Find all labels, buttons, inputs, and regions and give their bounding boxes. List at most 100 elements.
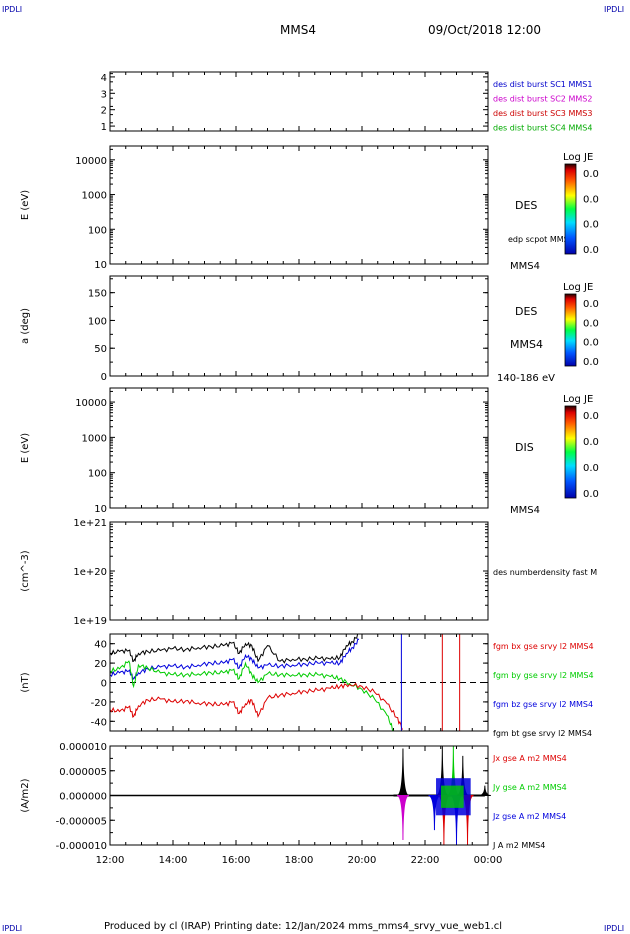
y-tick-label: -20 [91,698,107,709]
legend-entry: Jz gse A m2 MMS4 [492,812,566,821]
panel-bottom-label: MMS4 [510,505,540,516]
series-line [110,637,360,681]
panel-extra-label: MMS4 [510,338,543,351]
header-spacecraft: MMS4 [280,23,316,37]
x-tick-label: 22:00 [411,855,440,866]
y-tick-label: 100 [88,469,107,480]
y-tick-label: -0.000010 [56,841,107,852]
y-tick-label: 0.000005 [59,767,107,778]
current-spike [396,795,410,841]
colorbar-tick-label: 0.0 [583,357,599,368]
current-spike [478,785,491,796]
y-tick-label: 10 [94,260,107,271]
corner-label-top-right: IPDLI [604,5,624,14]
y-tick-label: 1e+20 [73,567,107,578]
panel-frame [109,633,489,732]
header-date: 09/Oct/2018 12:00 [428,23,541,37]
colorbar-tick-label: 0.0 [583,338,599,349]
y-axis-label: (cm^-3) [20,550,31,591]
y-axis-label: E (eV) [20,190,31,220]
current-spike [396,748,410,796]
panel-frame [109,521,489,621]
y-tick-label: 0 [101,679,107,690]
y-tick-label: 1 [101,122,107,133]
legend-entry: Jx gse A m2 MMS4 [492,754,567,763]
panel-bottom-label: MMS4 [510,261,540,272]
y-tick-label: 0 [101,372,107,383]
legend-entry: Jy gse A m2 MMS4 [492,783,567,792]
colorbar-tick-label: 0.0 [583,245,599,256]
y-tick-label: 100 [88,225,107,236]
panel-frame [109,71,489,132]
y-tick-label: 0.000000 [59,792,107,803]
colorbar-tick-label: 0.0 [583,463,599,474]
legend-entry: fgm by gse srvy l2 MMS4 [493,671,594,680]
y-tick-label: 10 [94,504,107,515]
y-tick-label: 1e+19 [73,616,107,627]
y-axis-label: (nT) [20,672,31,692]
x-tick-label: 16:00 [222,855,251,866]
y-axis-label: (A/m2) [20,778,31,812]
y-tick-label: 3 [101,89,107,100]
panel-frame [109,145,489,265]
panel-label: DIS [515,441,534,454]
plot-panels: 1 2 3 4 des dist burst SC1 MMS1 des dist burs… [20,71,599,866]
y-tick-label: 50 [94,344,107,355]
y-axis-label: E (eV) [20,433,31,463]
colorbar-tick-label: 0.0 [583,169,599,180]
legend-entry: des dist burst SC3 MMS3 [493,109,592,118]
panel5: 1e+19 1e+20 1e+21 (cm^-3) des numberdensity … [20,518,597,627]
panel-extra-label: edp scpot MMS4 [508,235,574,244]
colorbar [564,405,577,499]
y-tick-label: -0.000005 [56,816,107,827]
series-group [110,634,461,731]
colorbar-tick-label: 0.0 [583,437,599,448]
legend-entry: fgm bx gse srvy l2 MMS4 [493,642,594,651]
y-tick-label: 100 [88,316,107,327]
y-tick-label: 1000 [82,191,107,202]
y-tick-label: -40 [91,717,107,728]
corner-label-top-left: IPDLI [2,5,22,14]
y-tick-label: 4 [101,73,107,84]
panel-frame [109,387,489,509]
footer-text: Produced by cl (IRAP) Printing date: 12/… [104,921,502,932]
panel7: -0.000010 -0.000005 0.000000 0.000005 0.0000… [20,742,567,866]
colorbar-title: Log JE [563,394,593,405]
corner-label-bottom-left: IPDLI [2,924,22,933]
legend-entry: J A m2 MMS4 [492,841,545,850]
y-tick-label: 10000 [75,398,107,409]
legend-entry: fgm bt gse srvy l2 MMS4 [493,729,592,738]
y-axis-label: a (deg) [20,308,31,344]
colorbar-tick-label: 0.0 [583,299,599,310]
x-tick-label: 00:00 [474,855,503,866]
series-line [110,682,403,730]
panel-frame [109,275,489,377]
panel-label: DES [515,199,537,212]
y-tick-label: 1e+21 [73,518,107,529]
panel4: 10 100 1000 10000 E (eV) DIS MMS4 Log JE 0.0 0.0 0… [20,387,599,516]
panel-bottom-label: 140-186 eV [497,373,555,384]
legend-entry: fgm bz gse srvy l2 MMS4 [493,700,593,709]
y-tick-label: 10000 [75,156,107,167]
colorbar-tick-label: 0.0 [583,411,599,422]
corner-label-bottom-right: IPDLI [604,924,624,933]
panel-label: DES [515,305,537,318]
legend-entry: des dist burst SC4 MMS4 [493,124,592,133]
x-tick-label: 12:00 [96,855,125,866]
series-line [110,634,359,664]
colorbar-tick-label: 0.0 [583,489,599,500]
panel1: 1 2 3 4 des dist burst SC1 MMS1 des dist burs… [101,71,592,133]
y-tick-label: 0.000010 [59,742,107,753]
x-tick-label: 14:00 [159,855,188,866]
y-tick-label: 150 [88,289,107,300]
series-line [110,660,394,731]
legend-entry: des dist burst SC2 MMS2 [493,95,592,104]
colorbar-tick-label: 0.0 [583,220,599,231]
legend-entry: des numberdensity fast M [493,568,597,577]
colorbar-tick-label: 0.0 [583,194,599,205]
burst-fill-jy [441,785,464,808]
y-tick-label: 1000 [82,433,107,444]
panel-frame [109,745,489,846]
colorbar-title: Log JE [563,152,593,163]
